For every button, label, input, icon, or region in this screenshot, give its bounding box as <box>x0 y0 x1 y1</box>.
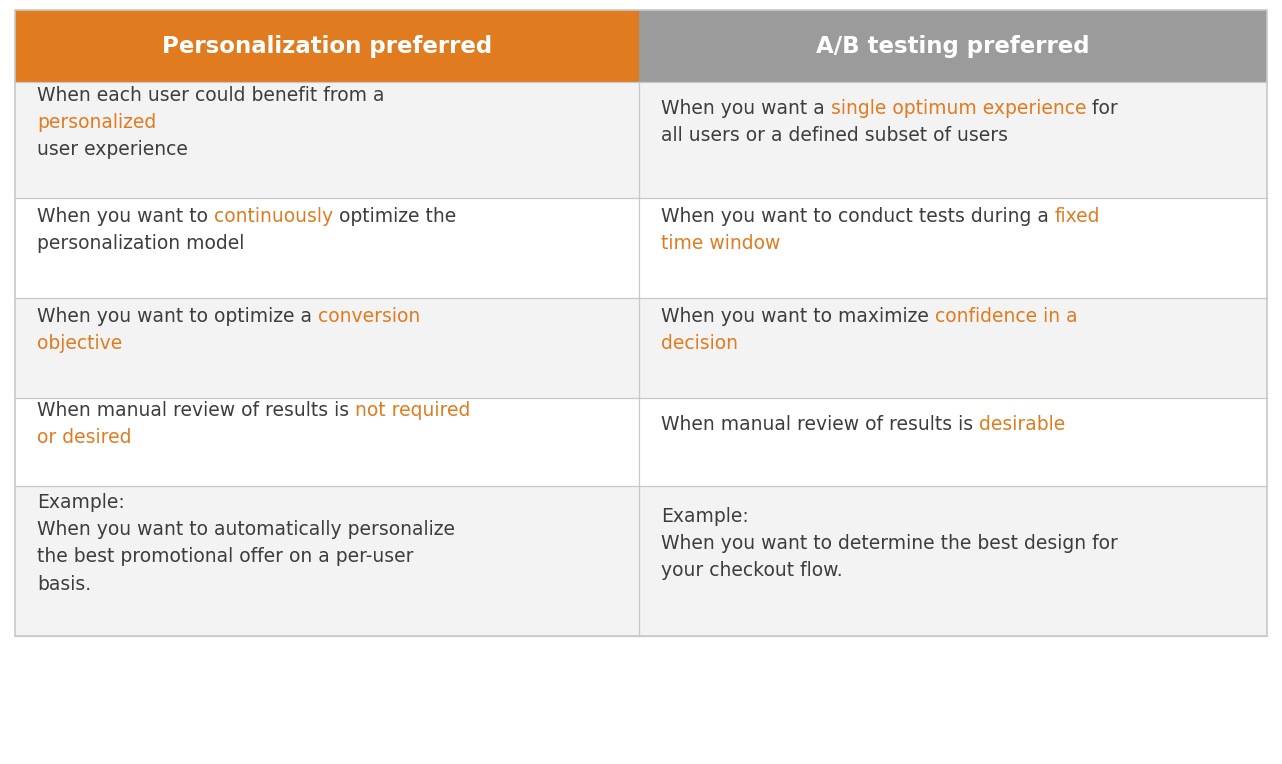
Text: or desired: or desired <box>37 429 132 448</box>
Text: When you want to automatically personalize: When you want to automatically personali… <box>37 520 455 539</box>
Text: for: for <box>1086 99 1118 118</box>
Bar <box>15 82 638 198</box>
Text: When you want to determine the best design for: When you want to determine the best desi… <box>662 534 1118 553</box>
Text: time window: time window <box>662 235 781 254</box>
Text: A/B testing preferred: A/B testing preferred <box>817 34 1090 57</box>
Bar <box>638 10 1267 82</box>
Bar <box>638 298 1267 398</box>
Text: personalized: personalized <box>37 113 156 131</box>
Text: fixed: fixed <box>1055 207 1100 226</box>
Text: all users or a defined subset of users: all users or a defined subset of users <box>662 126 1008 145</box>
Text: Example:: Example: <box>37 493 124 512</box>
Bar <box>638 398 1267 486</box>
Text: personalization model: personalization model <box>37 235 245 254</box>
Text: single optimum experience: single optimum experience <box>831 99 1086 118</box>
Bar <box>638 486 1267 636</box>
Text: your checkout flow.: your checkout flow. <box>662 561 842 580</box>
Text: decision: decision <box>662 335 738 354</box>
Bar <box>15 486 638 636</box>
Text: When manual review of results is: When manual review of results is <box>37 401 355 420</box>
Bar <box>15 10 638 82</box>
Text: When each user could benefit from a: When each user could benefit from a <box>37 86 391 105</box>
Bar <box>638 82 1267 198</box>
Text: continuously: continuously <box>214 207 333 226</box>
Text: Example:: Example: <box>662 507 749 526</box>
Bar <box>638 198 1267 298</box>
Text: Personalization preferred: Personalization preferred <box>162 34 492 57</box>
Text: the best promotional offer on a per-user: the best promotional offer on a per-user <box>37 547 414 566</box>
Text: When manual review of results is: When manual review of results is <box>662 415 979 434</box>
Text: confidence in a: confidence in a <box>935 307 1077 326</box>
Text: user experience: user experience <box>37 140 188 159</box>
Text: When you want a: When you want a <box>662 99 831 118</box>
Text: When you want to: When you want to <box>37 207 214 226</box>
Text: objective: objective <box>37 335 122 354</box>
Text: When you want to maximize: When you want to maximize <box>662 307 935 326</box>
Bar <box>15 298 638 398</box>
Text: basis.: basis. <box>37 575 91 594</box>
Text: conversion: conversion <box>318 307 420 326</box>
Text: optimize the: optimize the <box>333 207 456 226</box>
Bar <box>15 198 638 298</box>
Text: desirable: desirable <box>979 415 1065 434</box>
Text: not required: not required <box>355 401 470 420</box>
Bar <box>15 398 638 486</box>
Bar <box>15 10 1267 636</box>
Text: When you want to conduct tests during a: When you want to conduct tests during a <box>662 207 1055 226</box>
Text: When you want to optimize a: When you want to optimize a <box>37 307 318 326</box>
